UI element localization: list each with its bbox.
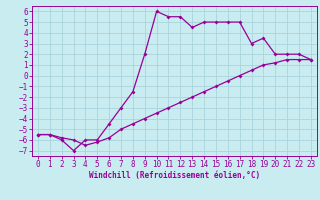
- X-axis label: Windchill (Refroidissement éolien,°C): Windchill (Refroidissement éolien,°C): [89, 171, 260, 180]
